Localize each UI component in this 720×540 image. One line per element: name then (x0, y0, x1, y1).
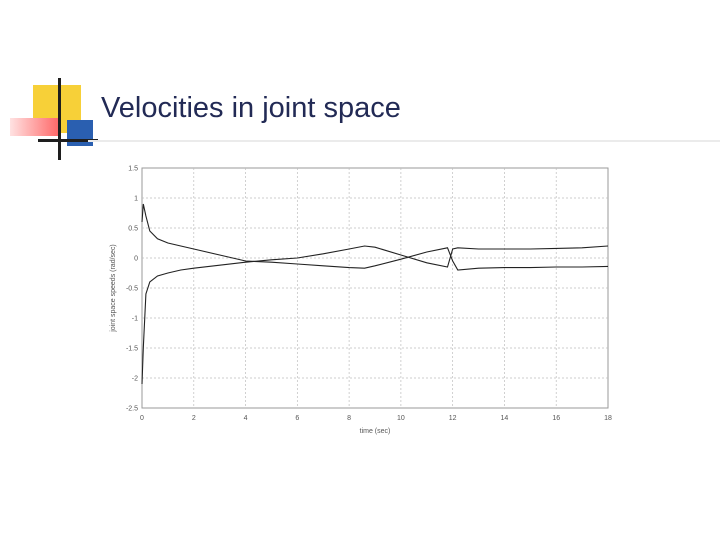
y-tick-label: -1 (132, 316, 138, 323)
series-line-1 (141, 203, 609, 271)
y-tick-label: 1 (134, 196, 138, 203)
y-tick-label: 0.5 (128, 226, 138, 233)
x-tick-label: 6 (295, 415, 299, 422)
y-tick-label: -0.5 (126, 286, 138, 293)
title-underline (88, 140, 720, 142)
x-tick-label: 18 (604, 415, 612, 422)
decorative-horizontal-line (38, 139, 98, 142)
x-axis-label: time (sec) (360, 428, 391, 435)
x-tick-label: 14 (501, 415, 509, 422)
x-tick-label: 0 (140, 415, 144, 422)
x-tick-label: 2 (192, 415, 196, 422)
x-tick-label: 16 (552, 415, 560, 422)
decorative-vertical-line (58, 78, 61, 160)
x-tick-label: 4 (244, 415, 248, 422)
x-tick-label: 10 (397, 415, 405, 422)
y-tick-label: -1.5 (126, 346, 138, 353)
y-tick-label: -2.5 (126, 406, 138, 413)
x-tick-label: 12 (449, 415, 457, 422)
x-tick-label: 8 (347, 415, 351, 422)
y-tick-label: 1.5 (128, 166, 138, 173)
slide-title: Velocities in joint space (101, 92, 401, 124)
y-tick-label: -2 (132, 376, 138, 383)
decorative-red-bar (10, 118, 58, 136)
y-axis-label: joint space speeds (rad/sec) (110, 244, 117, 333)
series-line-2 (141, 245, 609, 385)
y-tick-label: 0 (134, 256, 138, 263)
